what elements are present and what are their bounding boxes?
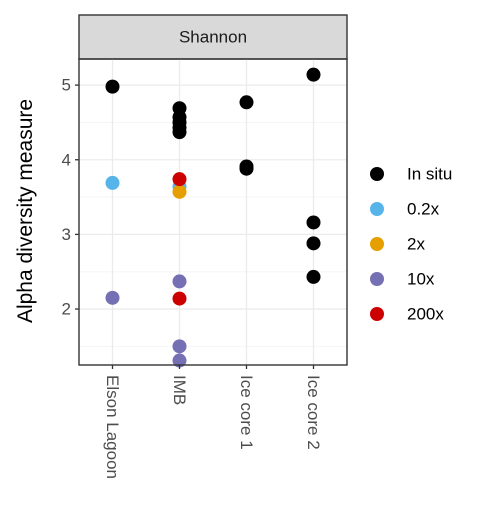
x-axis: Elson Lagoon IMB Ice core 1 Ice core 2: [103, 365, 323, 479]
legend-label: In situ: [407, 165, 452, 184]
x-tick-label-ice-core-1: Ice core 1: [237, 375, 256, 450]
legend-key-in-situ: [370, 167, 384, 181]
facet-strip: Shannon: [78, 14, 348, 60]
legend-item-200x: 200x: [370, 305, 444, 324]
facet-label: Shannon: [179, 28, 247, 47]
data-point-10x: [172, 339, 187, 354]
legend-item-in-situ: In situ: [370, 165, 452, 184]
y-tick-label: 5: [62, 76, 71, 95]
data-point-in-situ: [172, 125, 187, 140]
x-tick-label-ice-core-2: Ice core 2: [304, 375, 323, 450]
y-tick-label: 3: [62, 225, 71, 244]
data-point-in-situ: [105, 79, 120, 94]
data-point-in-situ: [239, 161, 254, 176]
legend-item-0-2x: 0.2x: [370, 200, 440, 219]
legend-key-2x: [370, 237, 384, 251]
y-tick-label: 4: [62, 150, 71, 169]
data-points: [105, 67, 321, 368]
legend-key-10x: [370, 272, 384, 286]
data-point-in-situ: [306, 269, 321, 284]
data-point-0-2x: [105, 175, 120, 190]
legend-key-0-2x: [370, 202, 384, 216]
x-tick-label-elson-lagoon: Elson Lagoon: [103, 375, 122, 479]
legend-label: 2x: [407, 235, 425, 254]
data-point-in-situ: [306, 215, 321, 230]
data-point-10x: [172, 353, 187, 368]
y-tick-label: 2: [62, 300, 71, 319]
x-tick-label-imb: IMB: [170, 375, 189, 405]
data-point-200x: [172, 291, 187, 306]
legend-label: 10x: [407, 270, 435, 289]
data-point-in-situ: [306, 67, 321, 82]
data-point-in-situ: [239, 95, 254, 110]
data-point-200x: [172, 172, 187, 187]
legend-item-10x: 10x: [370, 270, 435, 289]
y-axis: 2 3 4 5: [62, 76, 79, 319]
data-point-in-situ: [306, 236, 321, 251]
legend-label: 0.2x: [407, 200, 440, 219]
panel-border: [78, 58, 348, 366]
data-point-10x: [172, 274, 187, 289]
legend-label: 200x: [407, 305, 444, 324]
legend: In situ 0.2x 2x 10x 200x: [370, 165, 452, 324]
legend-item-2x: 2x: [370, 235, 425, 254]
grid: [79, 59, 347, 365]
legend-key-200x: [370, 307, 384, 321]
data-point-10x: [105, 290, 120, 305]
facet-strip-background: [78, 14, 348, 60]
data-point-2x: [172, 184, 187, 199]
y-axis-title: Alpha diversity measure: [14, 99, 37, 323]
